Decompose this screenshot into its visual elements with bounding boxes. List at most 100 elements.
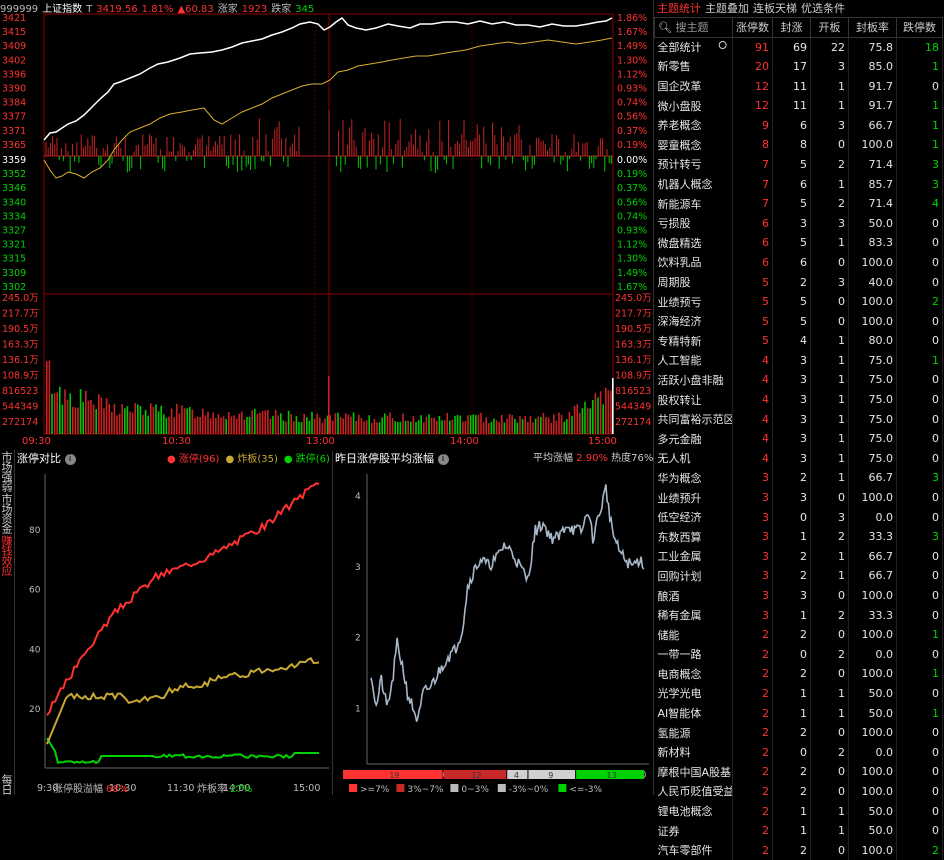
index-price: 3419.56 [96, 4, 138, 14]
theme-row[interactable]: 电商概念 2 2 0 100.0 1 [654, 664, 943, 684]
theme-row[interactable]: 亏损股 6 3 3 50.0 0 [654, 213, 943, 234]
theme-name-label: 电商概念 [657, 667, 702, 681]
limit-compare-legend: ● 涨停(96) ● 炸板(35) ● 跌停(6) [167, 451, 336, 467]
theme-cell: 17 [772, 56, 811, 77]
index-name[interactable]: 上证指数 [42, 4, 83, 14]
theme-row[interactable]: 低空经济 3 0 3 0.0 0 [654, 507, 943, 527]
theme-row[interactable]: 稀有金属 3 1 2 33.3 0 [654, 605, 943, 625]
theme-name-label: 稀有金属 [657, 609, 702, 623]
theme-row[interactable]: 无人机 4 3 1 75.0 0 [654, 448, 943, 469]
theme-row[interactable]: 周期股 5 2 3 40.0 0 [654, 272, 943, 292]
theme-cell: 22 [810, 37, 849, 57]
theme-row[interactable]: 全部统计 ⭘ 91 69 22 75.8 18 [654, 37, 943, 57]
theme-row[interactable]: 专精特新 5 4 1 80.0 0 [654, 331, 943, 351]
theme-row[interactable]: 股权转让 4 3 1 75.0 0 [654, 389, 943, 410]
theme-row[interactable]: 一带一路 2 0 2 0.0 0 [654, 644, 943, 665]
theme-name: 稀有金属 [654, 605, 733, 625]
theme-row[interactable]: 微小盘股 12 11 1 91.7 1 [654, 95, 943, 116]
theme-search-header[interactable]: 🔍︎ 搜主题 [654, 17, 733, 38]
theme-row[interactable]: AI智能体 2 1 1 50.0 1 [654, 703, 943, 723]
theme-row[interactable]: 婴童概念 8 8 0 100.0 1 [654, 135, 943, 155]
theme-tab[interactable]: 主题叠加 [705, 2, 749, 15]
theme-cell: 1 [772, 801, 811, 821]
theme-cell: 5 [772, 233, 811, 253]
side-tab[interactable]: 市场资金 [0, 493, 13, 533]
theme-row[interactable]: 氢能源 2 2 0 100.0 0 [654, 722, 943, 743]
theme-name-label: 光学光电 [657, 687, 702, 701]
t-label: T [86, 4, 93, 14]
price-tick-label: 3371 [2, 126, 26, 137]
info-icon[interactable]: i [64, 453, 76, 465]
theme-row[interactable]: 新零售 20 17 3 85.0 1 [654, 56, 943, 77]
dist-segment-value: 12 [471, 771, 481, 780]
price-tick-label: 3384 [2, 98, 26, 109]
theme-cell: 4 [896, 193, 943, 214]
heat-value: 76% [631, 453, 654, 464]
theme-row[interactable]: 多元金融 4 3 1 75.0 0 [654, 428, 943, 449]
theme-cell: 66.7 [848, 546, 897, 567]
theme-row[interactable]: 工业金属 3 2 1 66.7 0 [654, 546, 943, 567]
theme-cell: 85.7 [848, 174, 897, 194]
theme-name: 养老概念 [654, 115, 733, 136]
theme-row[interactable]: 储能 2 2 0 100.0 1 [654, 624, 943, 645]
theme-cell: 50.0 [848, 683, 897, 704]
dist-legend-label: -3%~0% [509, 785, 549, 795]
theme-cell: 1 [810, 428, 849, 449]
theme-cell: 2 [810, 154, 849, 175]
theme-row[interactable]: 锂电池概念 2 1 1 50.0 0 [654, 801, 943, 821]
theme-cell: 75.8 [848, 37, 897, 57]
settings-icon[interactable]: ⭘ [718, 39, 727, 53]
y-tick-label: 4 [355, 492, 361, 502]
pct-tick-label: 0.93% [617, 226, 647, 237]
theme-row[interactable]: 活跃小盘非融 4 3 1 75.0 0 [654, 370, 943, 390]
theme-row[interactable]: 国企改革 12 11 1 91.7 0 [654, 76, 943, 96]
pct-tick-label: 0.56% [617, 197, 647, 208]
theme-row[interactable]: 新材料 2 0 2 0.0 0 [654, 742, 943, 763]
theme-row[interactable]: 汽车零部件 2 2 0 100.0 2 [654, 840, 943, 860]
theme-tab[interactable]: 主题统计 [657, 2, 701, 15]
theme-row[interactable]: 业绩预升 3 3 0 100.0 0 [654, 487, 943, 508]
theme-row[interactable]: 东数西算 3 1 2 33.3 3 [654, 526, 943, 547]
limit-up-line [46, 482, 320, 717]
volume-tick-label: 217.7万 [615, 309, 652, 320]
theme-cell: 100.0 [848, 291, 897, 312]
theme-row[interactable]: 人工智能 4 3 1 75.0 1 [654, 350, 943, 371]
info-icon[interactable]: i [437, 453, 449, 465]
theme-row[interactable]: 人民币贬值受益 2 2 0 100.0 0 [654, 781, 943, 802]
theme-row[interactable]: 微盘精选 6 5 1 83.3 0 [654, 233, 943, 253]
theme-cell: 3 [772, 389, 811, 410]
theme-row[interactable]: 摩根中国A股基 2 2 0 100.0 0 [654, 762, 943, 782]
column-header[interactable]: 涨停数 [732, 17, 773, 38]
theme-row[interactable]: 证券 2 1 1 50.0 0 [654, 820, 943, 841]
column-header[interactable]: 跌停数 [896, 17, 943, 38]
dist-legend-swatch [497, 784, 506, 792]
column-header[interactable]: 封涨 [772, 17, 811, 38]
time-tick-label: 14:00 [450, 436, 479, 447]
column-header[interactable]: 开板 [810, 17, 849, 38]
side-tab[interactable]: 赚钱效应 [0, 535, 13, 575]
theme-cell: 2 [772, 840, 811, 860]
theme-row[interactable]: 共同富裕示范区 4 3 1 75.0 0 [654, 409, 943, 429]
theme-row[interactable]: 酿酒 3 3 0 100.0 0 [654, 585, 943, 606]
side-tab[interactable]: 每日 [0, 774, 13, 794]
theme-tab[interactable]: 连板天梯 [753, 2, 797, 15]
theme-cell: 1 [772, 605, 811, 625]
side-tab[interactable]: 市场强弱 [0, 451, 13, 491]
theme-cell: 0 [810, 762, 849, 782]
theme-row[interactable]: 业绩预亏 5 5 0 100.0 2 [654, 291, 943, 312]
column-header[interactable]: 封板率 [848, 17, 897, 38]
theme-row[interactable]: 新能源车 7 5 2 71.4 4 [654, 193, 943, 214]
intraday-chart[interactable]: 3421 1.86% 3415 1.67% 3409 1.49% 3402 1.30% 3396… [0, 0, 652, 450]
theme-row[interactable]: 深海经济 5 5 0 100.0 0 [654, 311, 943, 331]
theme-row[interactable]: 养老概念 9 6 3 66.7 1 [654, 115, 943, 136]
pct-tick-label: 1.30% [617, 55, 647, 66]
theme-tab[interactable]: 优选条件 [801, 2, 845, 15]
theme-row[interactable]: 机器人概念 7 6 1 85.7 3 [654, 174, 943, 194]
theme-cell: 1 [810, 389, 849, 410]
theme-row[interactable]: 回购计划 3 2 1 66.7 0 [654, 566, 943, 586]
theme-row[interactable]: 光学光电 2 1 1 50.0 0 [654, 683, 943, 704]
theme-row[interactable]: 华为概念 3 2 1 66.7 3 [654, 468, 943, 488]
theme-cell: 100.0 [848, 722, 897, 743]
theme-row[interactable]: 预计转亏 7 5 2 71.4 3 [654, 154, 943, 175]
theme-row[interactable]: 饮料乳品 6 6 0 100.0 0 [654, 252, 943, 273]
